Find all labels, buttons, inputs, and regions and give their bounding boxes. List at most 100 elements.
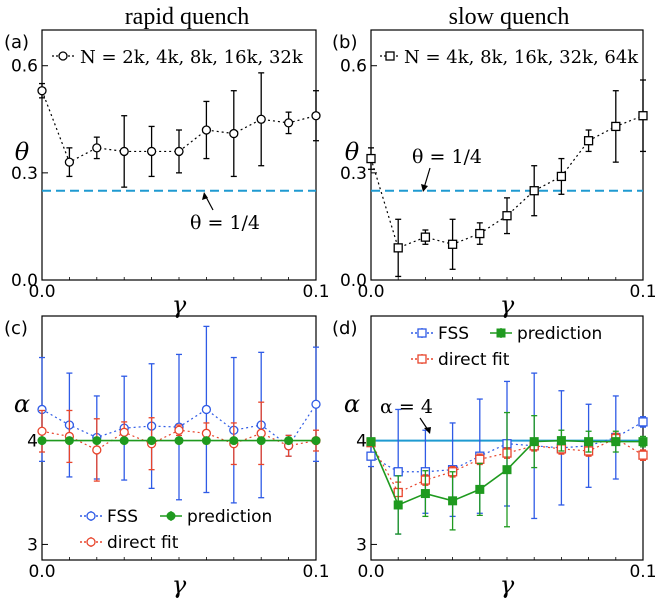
x-axis-label: γ: [172, 571, 187, 599]
legend-direct-fit: direct fit: [80, 533, 179, 553]
legend-fss: FSS: [80, 507, 138, 527]
data-point: [393, 467, 403, 477]
x-tick-label: 0.0: [357, 282, 384, 302]
data-point: [64, 436, 74, 446]
data-point: [611, 121, 621, 132]
y-tick-label: 3: [356, 535, 367, 555]
data-point: [174, 425, 184, 435]
legend-prediction: prediction: [490, 324, 602, 344]
data-point: [64, 157, 75, 167]
y-axis-label: α: [344, 390, 360, 418]
x-axis-label: γ: [172, 291, 187, 319]
legend-marker: [58, 51, 68, 61]
column-title-slow: slow quench: [449, 4, 570, 30]
data-point: [229, 436, 239, 446]
data-point: [420, 232, 431, 242]
data-point: [475, 228, 485, 239]
legend: N = 4k, 8k, 16k, 32k, 64k: [380, 47, 639, 68]
data-point: [147, 436, 157, 446]
series-line: [370, 115, 644, 249]
data-point: [201, 436, 211, 446]
data-point: [37, 426, 47, 436]
data-point: [638, 450, 648, 460]
panel-c: 0.0 0.1 3 4 γ α (c) FSS prediction direct fit: [4, 315, 330, 599]
data-point: [229, 128, 239, 139]
data-point: [448, 496, 458, 506]
data-point: [366, 437, 376, 447]
data-point: [201, 404, 212, 415]
panel-d: 0.0 0.1 3 4 γ α (d) FSS prediction direct fit α = …: [332, 315, 656, 599]
data-point: [366, 153, 376, 164]
data-point: [583, 136, 594, 146]
legend-prediction: prediction: [160, 507, 272, 527]
data-point: [638, 111, 648, 121]
arrow-head: [202, 192, 208, 200]
series-prediction: [366, 411, 648, 535]
legend-label: direct fit: [438, 350, 510, 370]
y-axis-label: θ: [345, 138, 360, 166]
legend: N = 2k, 4k, 8k, 16k, 32k: [52, 47, 304, 68]
y-tick-label: 0.6: [11, 57, 38, 77]
data-point: [311, 436, 321, 446]
y-axis-label: θ: [15, 138, 30, 166]
legend-label: prediction: [187, 507, 272, 527]
x-tick-label: 0.1: [302, 282, 329, 302]
x-tick-label: 0.0: [28, 282, 55, 302]
data-point: [174, 436, 184, 446]
legend-marker: [86, 511, 96, 521]
data-point: [611, 437, 621, 447]
panel-label: (c): [4, 318, 28, 339]
data-point: [447, 239, 458, 249]
data-point: [256, 436, 266, 446]
x-tick-label: 0.1: [302, 562, 329, 582]
legend-marker: [417, 354, 427, 364]
x-axis-label: γ: [500, 571, 515, 599]
data-point: [556, 171, 567, 182]
data-point: [119, 146, 129, 157]
arrow-head: [424, 427, 431, 434]
data-point: [366, 451, 376, 461]
legend-marker: [385, 51, 395, 61]
data-point: [311, 111, 321, 121]
reference-annotation: α = 4: [380, 396, 433, 418]
data-point: [37, 436, 47, 446]
x-axis-label: γ: [500, 291, 515, 319]
series-prediction: [37, 436, 321, 446]
y-tick-label: 4: [27, 432, 38, 452]
data-point: [119, 436, 129, 446]
y-tick-label: 0.3: [340, 164, 367, 184]
data-point: [420, 489, 430, 499]
data-point: [283, 118, 294, 128]
x-tick-label: 0.1: [629, 562, 656, 582]
x-tick-label: 0.1: [629, 282, 656, 302]
panel-label: (b): [332, 32, 357, 53]
panel-label: (d): [332, 318, 357, 339]
data-point: [92, 143, 102, 153]
y-tick-label: 4: [356, 432, 367, 452]
arrow-head: [421, 184, 428, 192]
panel-b: 0.0 0.1 0.0 0.3 0.6 γ θ (b) N = 4k, 8k, 16k, 32k…: [332, 29, 656, 319]
data-point: [92, 445, 102, 455]
legend-fss: FSS: [411, 324, 469, 344]
legend-marker: [417, 328, 427, 338]
reference-annotation: θ = 1/4: [412, 146, 482, 168]
y-tick-label: 3: [27, 535, 38, 555]
legend-label: direct fit: [107, 533, 179, 553]
data-point: [475, 454, 485, 464]
legend-label: N = 2k, 4k, 8k, 16k, 32k: [80, 47, 304, 68]
x-tick-label: 0.0: [357, 562, 384, 582]
legend-marker: [496, 328, 506, 338]
data-point: [119, 427, 129, 437]
data-point: [201, 125, 212, 135]
legend-direct-fit: direct fit: [411, 350, 510, 370]
data-point: [529, 186, 539, 196]
legend-label: prediction: [517, 324, 602, 344]
data-point: [638, 437, 648, 447]
data-point: [37, 86, 47, 96]
data-point: [311, 399, 321, 409]
data-point: [393, 500, 403, 510]
column-title-rapid: rapid quench: [125, 4, 250, 30]
series-fss: [37, 325, 321, 504]
legend-label: FSS: [438, 324, 469, 344]
